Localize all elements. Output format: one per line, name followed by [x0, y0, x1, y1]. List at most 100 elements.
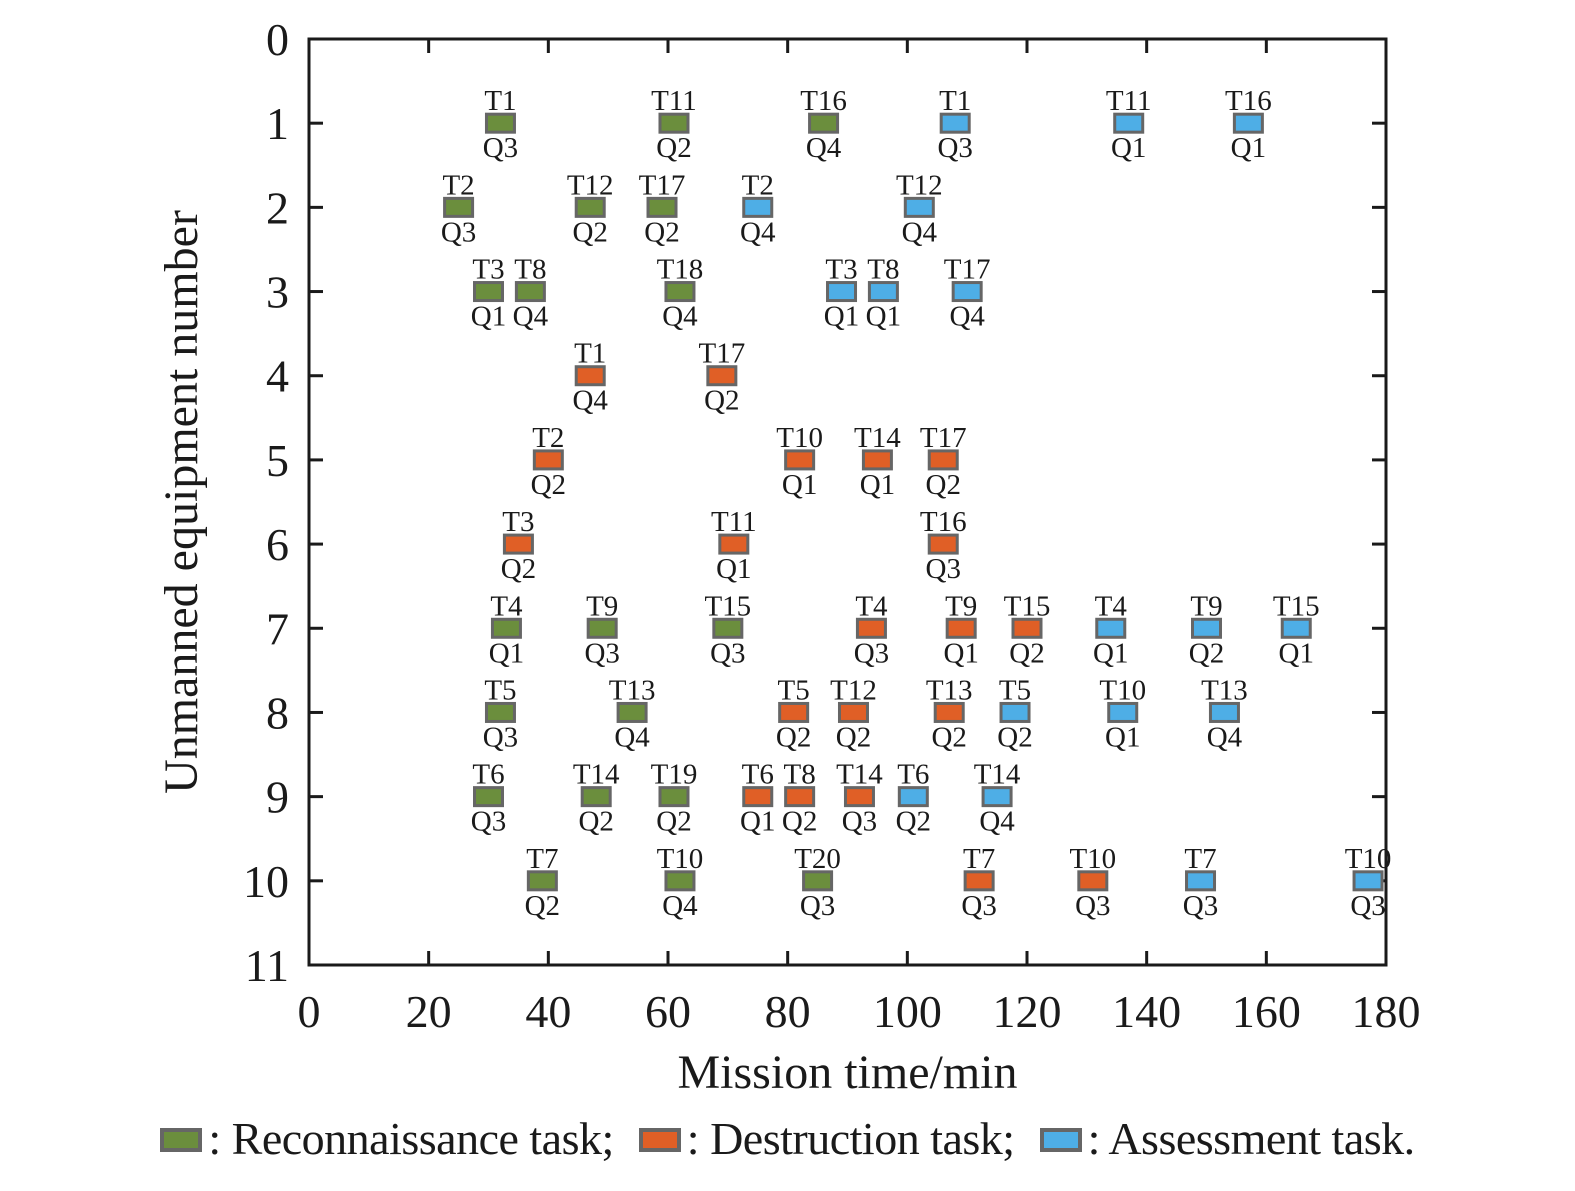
- task-box-destroy: [778, 701, 810, 723]
- task-label: T12: [896, 169, 943, 201]
- task-box-destroy: [855, 617, 887, 639]
- quality-label: Q1: [1279, 637, 1314, 669]
- task-box-destroy: [945, 617, 977, 639]
- quality-label: Q2: [926, 469, 961, 501]
- task-label: T8: [784, 759, 816, 791]
- task-label: T2: [742, 169, 774, 201]
- task-label: T14: [836, 759, 883, 791]
- task-box-recon: [574, 196, 606, 218]
- task-label: T5: [484, 674, 516, 706]
- task-box-recon: [490, 617, 522, 639]
- task-label: T13: [1201, 674, 1248, 706]
- task-box-recon: [514, 281, 546, 303]
- task-label: T15: [1004, 590, 1051, 622]
- task-label: T2: [442, 169, 474, 201]
- task-box-recon: [658, 112, 690, 134]
- quality-label: Q4: [949, 301, 985, 333]
- y-tick-label: 11: [245, 940, 289, 991]
- task-box-recon: [443, 196, 475, 218]
- task-box-destroy: [742, 786, 774, 808]
- task-label: T9: [1190, 590, 1222, 622]
- task-label: T18: [657, 254, 704, 286]
- x-tick-label: 60: [645, 986, 691, 1037]
- task-box-assess: [1107, 701, 1139, 723]
- task-box-recon: [664, 870, 696, 892]
- task-label: T20: [794, 843, 841, 875]
- quality-label: Q2: [656, 806, 691, 838]
- task-box-recon: [586, 617, 618, 639]
- x-tick-label: 100: [873, 986, 942, 1037]
- task-box-recon: [664, 281, 696, 303]
- task-box-assess: [939, 112, 971, 134]
- task-label: T19: [651, 759, 698, 791]
- task-label: T17: [920, 422, 967, 454]
- legend-label-assessment: : Assessment task.: [1087, 1113, 1416, 1164]
- task-box-recon: [808, 112, 840, 134]
- quality-label: Q1: [866, 301, 901, 333]
- quality-label: Q3: [842, 806, 877, 838]
- quality-label: Q1: [782, 469, 817, 501]
- task-label: T10: [657, 843, 704, 875]
- task-label: T17: [639, 169, 686, 201]
- quality-label: Q1: [740, 806, 775, 838]
- x-axis-title: Mission time/min: [677, 1046, 1017, 1099]
- quality-label: Q3: [854, 637, 889, 669]
- task-label: T11: [711, 506, 757, 538]
- task-box-recon: [473, 786, 504, 808]
- x-tick-label: 160: [1232, 986, 1301, 1037]
- quality-label: Q2: [656, 132, 691, 164]
- task-box-recon: [580, 786, 612, 808]
- task-box-assess: [1113, 112, 1145, 134]
- quality-label: Q4: [662, 301, 698, 333]
- y-tick-label: 0: [266, 14, 289, 65]
- task-label: T14: [573, 759, 620, 791]
- task-box-destroy: [927, 449, 959, 471]
- task-label: T9: [586, 590, 618, 622]
- task-label: T13: [926, 674, 973, 706]
- x-tick-label: 80: [765, 986, 811, 1037]
- task-label: T9: [945, 590, 977, 622]
- task-box-assess: [867, 281, 899, 303]
- task-label: T15: [1273, 590, 1320, 622]
- quality-label: Q1: [860, 469, 895, 501]
- quality-label: Q3: [483, 721, 518, 753]
- quality-label: Q4: [614, 721, 650, 753]
- task-label: T3: [502, 506, 534, 538]
- task-label: T12: [830, 674, 877, 706]
- quality-label: Q4: [662, 890, 698, 922]
- task-label: T14: [854, 422, 901, 454]
- task-box-destroy: [718, 533, 750, 555]
- quality-label: Q3: [961, 890, 996, 922]
- task-label: T1: [484, 85, 516, 117]
- task-label: T10: [776, 422, 823, 454]
- y-tick-label: 3: [266, 267, 289, 318]
- task-label: T5: [778, 674, 810, 706]
- task-box-destroy: [1011, 617, 1043, 639]
- quality-label: Q4: [740, 216, 776, 248]
